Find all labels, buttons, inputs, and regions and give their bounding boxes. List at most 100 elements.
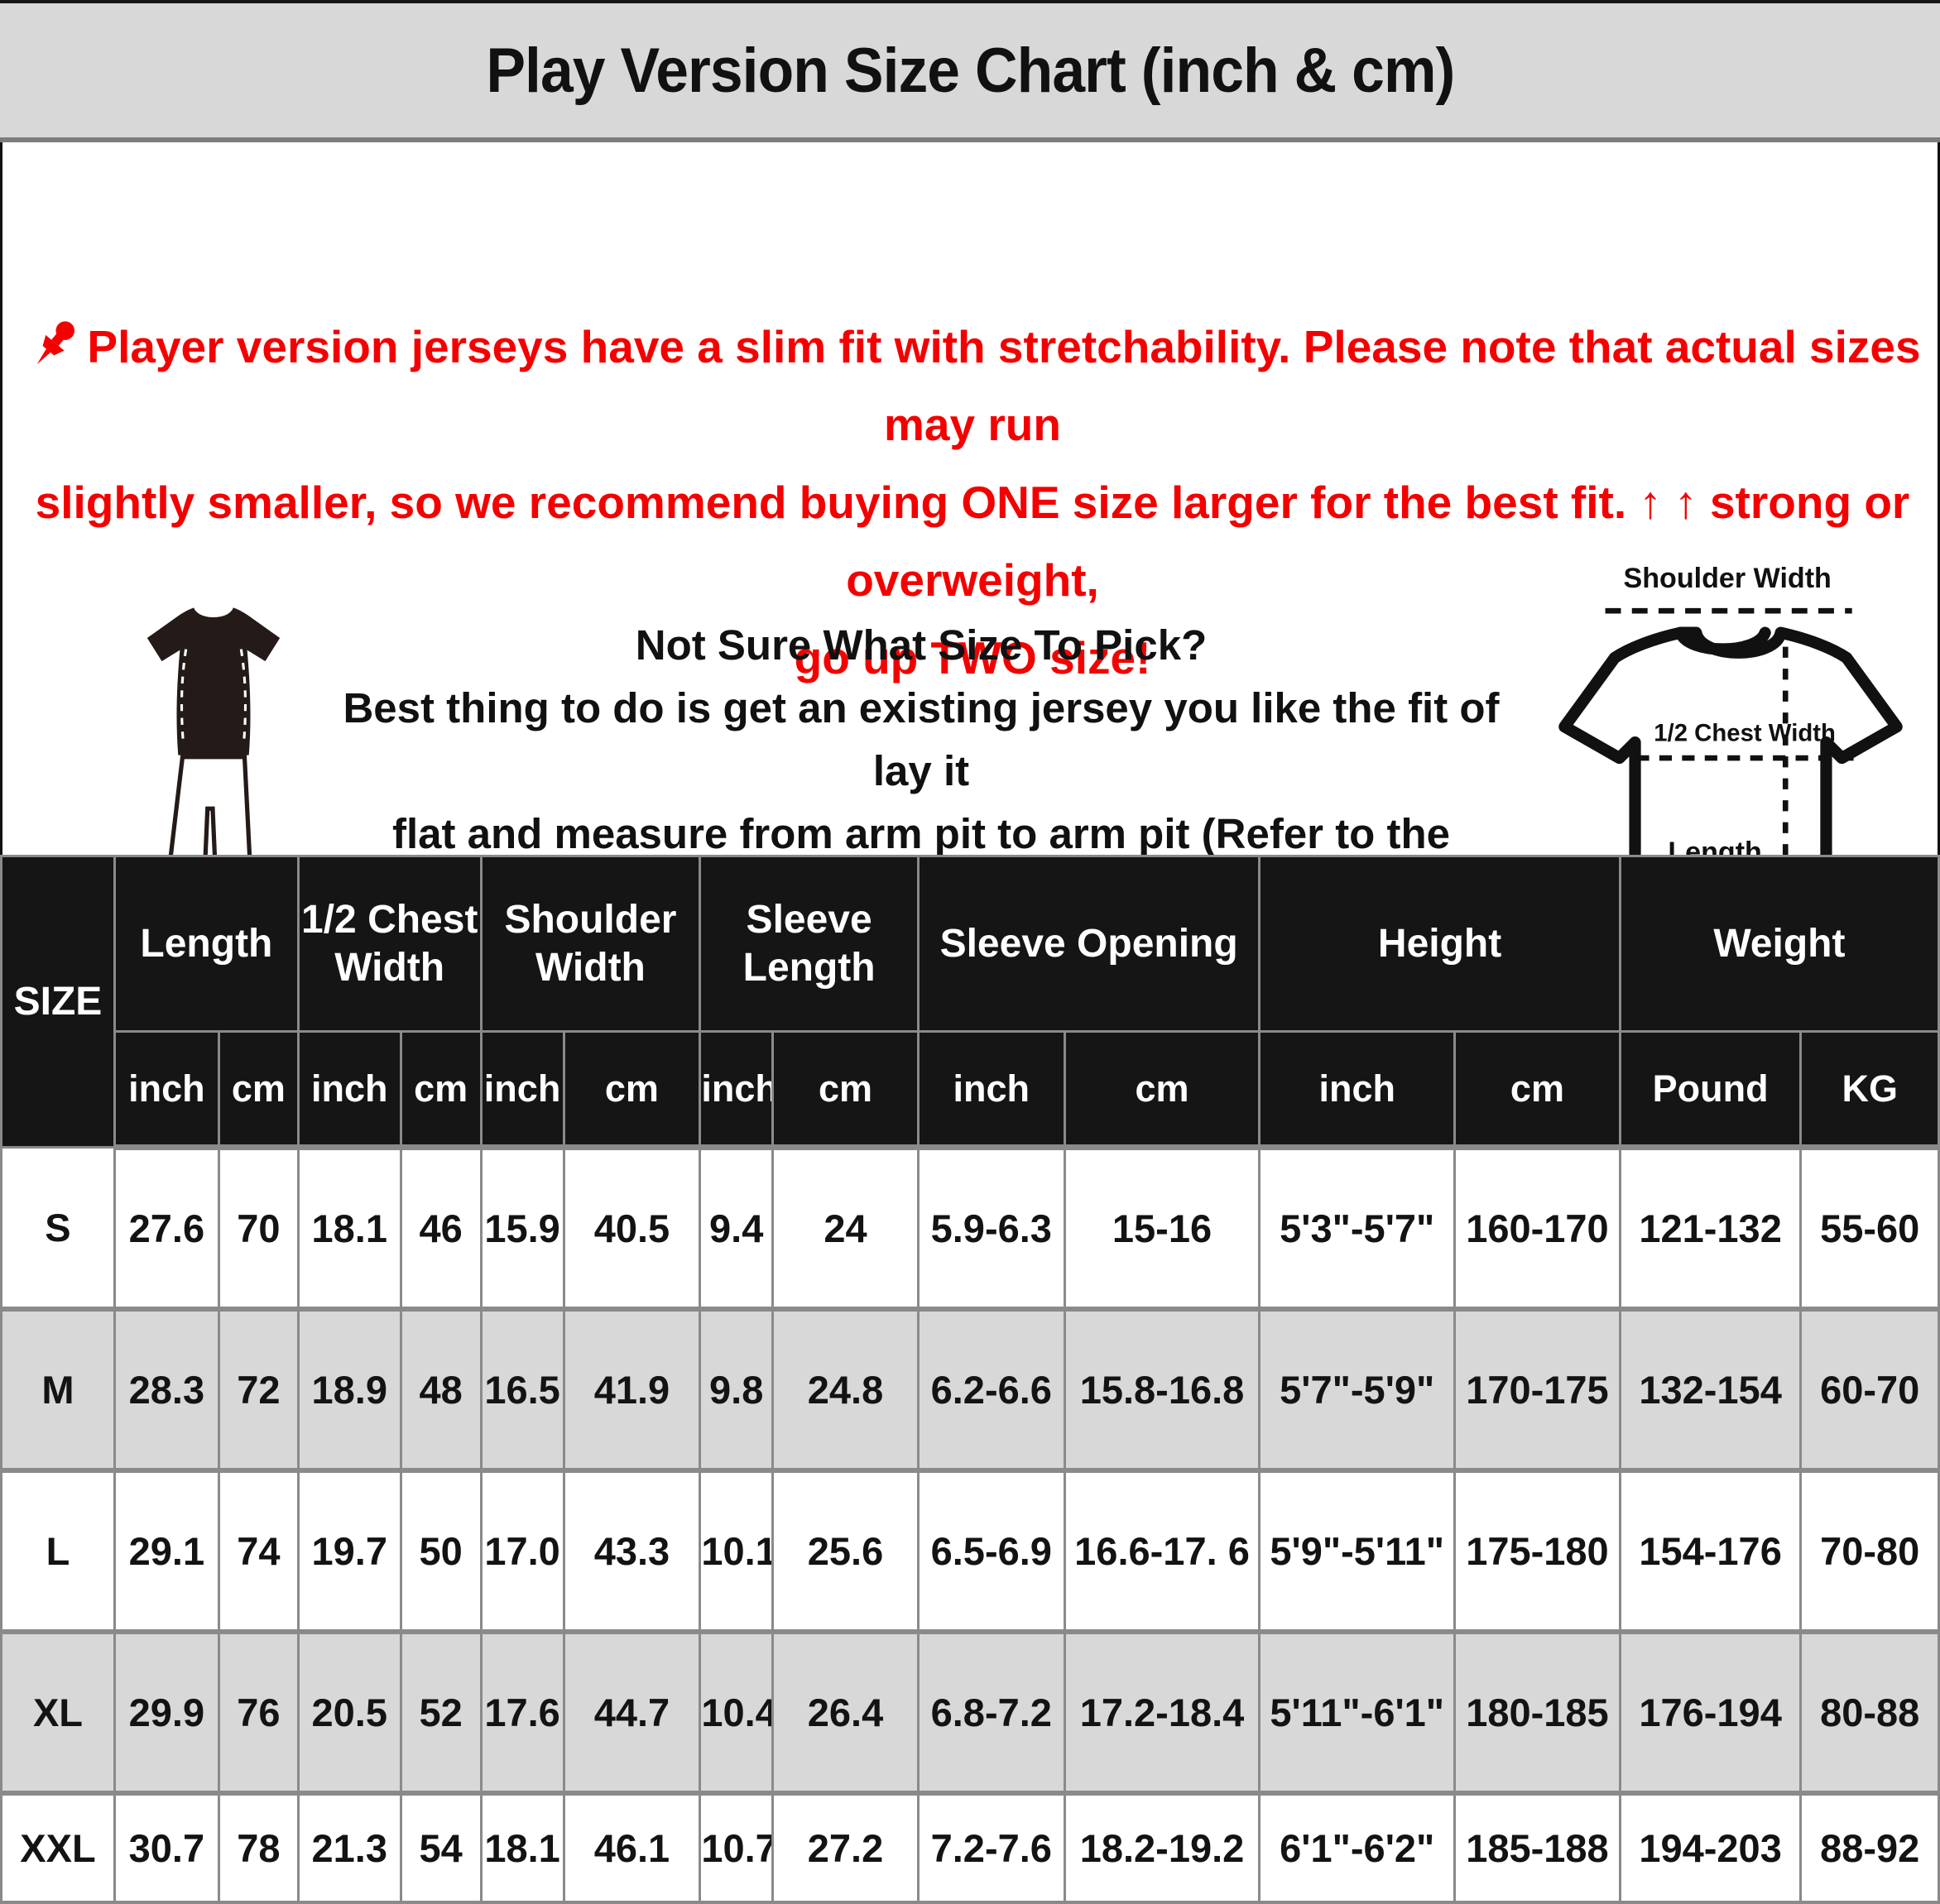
unit-header: Pound xyxy=(1618,1030,1803,1150)
value-cell: 27.6 xyxy=(113,1146,220,1312)
shoulder-width-label: Shoulder Width xyxy=(1624,563,1832,594)
unit-header: inch xyxy=(113,1030,220,1150)
value-cell: 17.0 xyxy=(479,1469,565,1634)
table-row-xl: XL 29.9 76 20.5 52 17.6 44.7 10.4 26.4 6… xyxy=(0,1630,1940,1796)
value-cell: 50 xyxy=(399,1469,483,1634)
size-cell: M xyxy=(0,1307,116,1473)
table-row-xxl: XXL 30.7 78 21.3 54 18.1 46.1 10.7 27.2 … xyxy=(0,1791,1940,1904)
value-cell: 10.1 xyxy=(699,1469,775,1634)
value-cell: 41.9 xyxy=(562,1307,702,1473)
page-title: Play Version Size Chart (inch & cm) xyxy=(485,35,1455,106)
size-column-header: SIZE xyxy=(0,855,116,1149)
value-cell: 6.2-6.6 xyxy=(916,1307,1066,1473)
group-shoulder-width: Shoulder Width xyxy=(479,855,702,1033)
value-cell: 88-92 xyxy=(1799,1791,1940,1904)
unit-header: cm xyxy=(1063,1030,1261,1150)
table-unit-header-row: inch cm inch cm inch cm inch cm inch cm … xyxy=(2,1030,1940,1150)
value-cell: 76 xyxy=(217,1630,300,1796)
value-cell: 21.3 xyxy=(296,1791,402,1904)
value-cell: 70 xyxy=(217,1146,300,1312)
value-cell: 80-88 xyxy=(1799,1630,1940,1796)
value-cell: 15.8-16.8 xyxy=(1063,1307,1261,1473)
unit-header: inch xyxy=(1258,1030,1457,1150)
value-cell: 29.9 xyxy=(113,1630,220,1796)
value-cell: 185-188 xyxy=(1453,1791,1621,1904)
value-cell: 16.5 xyxy=(479,1307,565,1473)
unit-header: KG xyxy=(1799,1030,1940,1150)
value-cell: 30.7 xyxy=(113,1791,220,1904)
title-band: Play Version Size Chart (inch & cm) xyxy=(0,0,1940,142)
value-cell: 18.9 xyxy=(296,1307,402,1473)
value-cell: 5'3"-5'7" xyxy=(1258,1146,1457,1312)
group-height: Height xyxy=(1258,855,1621,1033)
value-cell: 9.4 xyxy=(699,1146,775,1312)
table-group-header-row: SIZE Length 1/2 Chest Width Shoulder Wid… xyxy=(0,855,1940,1149)
value-cell: 15-16 xyxy=(1063,1146,1261,1312)
value-cell: 18.1 xyxy=(296,1146,402,1312)
value-cell: 5'11"-6'1" xyxy=(1258,1630,1457,1796)
value-cell: 18.2-19.2 xyxy=(1063,1791,1261,1904)
group-length: Length xyxy=(113,855,300,1033)
size-cell: S xyxy=(0,1146,116,1312)
value-cell: 10.4 xyxy=(699,1630,775,1796)
value-cell: 48 xyxy=(399,1307,483,1473)
unit-header: inch xyxy=(699,1030,775,1150)
group-sleeve-length: Sleeve Length xyxy=(699,855,920,1033)
unit-header: cm xyxy=(399,1030,483,1150)
value-cell: 29.1 xyxy=(113,1469,220,1634)
value-cell: 46 xyxy=(399,1146,483,1312)
size-cell: L xyxy=(0,1469,116,1634)
value-cell: 170-175 xyxy=(1453,1307,1621,1473)
unit-header: cm xyxy=(562,1030,702,1150)
value-cell: 46.1 xyxy=(562,1791,702,1904)
unit-header: inch xyxy=(916,1030,1066,1150)
size-cell: XL xyxy=(0,1630,116,1796)
value-cell: 9.8 xyxy=(699,1307,775,1473)
value-cell: 5'7"-5'9" xyxy=(1258,1307,1457,1473)
value-cell: 60-70 xyxy=(1799,1307,1940,1473)
value-cell: 175-180 xyxy=(1453,1469,1621,1634)
value-cell: 44.7 xyxy=(562,1630,702,1796)
value-cell: 70-80 xyxy=(1799,1469,1940,1634)
value-cell: 154-176 xyxy=(1618,1469,1803,1634)
value-cell: 160-170 xyxy=(1453,1146,1621,1312)
unit-header: cm xyxy=(771,1030,920,1150)
value-cell: 6.8-7.2 xyxy=(916,1630,1066,1796)
unit-header: cm xyxy=(217,1030,300,1150)
value-cell: 5'9"-5'11" xyxy=(1258,1469,1457,1634)
value-cell: 10.7 xyxy=(699,1791,775,1904)
value-cell: 20.5 xyxy=(296,1630,402,1796)
value-cell: 40.5 xyxy=(562,1146,702,1312)
unit-header: cm xyxy=(1453,1030,1621,1150)
value-cell: 54 xyxy=(399,1791,483,1904)
value-cell: 18.1 xyxy=(479,1791,565,1904)
table-row-s: S 27.6 70 18.1 46 15.9 40.5 9.4 24 5.9-6… xyxy=(0,1146,1940,1312)
value-cell: 27.2 xyxy=(771,1791,920,1904)
value-cell: 132-154 xyxy=(1618,1307,1803,1473)
value-cell: 17.2-18.4 xyxy=(1063,1630,1261,1796)
value-cell: 26.4 xyxy=(771,1630,920,1796)
value-cell: 6'1"-6'2" xyxy=(1258,1791,1457,1904)
value-cell: 176-194 xyxy=(1618,1630,1803,1796)
value-cell: 43.3 xyxy=(562,1469,702,1634)
guide-heading: Not Sure What Size To Pick? xyxy=(635,621,1208,669)
fit-notice: Player version jerseys have a slim fit w… xyxy=(2,308,1940,697)
value-cell: 5.9-6.3 xyxy=(916,1146,1066,1312)
guide-line-1: Best thing to do is get an existing jers… xyxy=(343,684,1500,794)
value-cell: 78 xyxy=(217,1791,300,1904)
value-cell: 16.6-17. 6 xyxy=(1063,1469,1261,1634)
table-row-l: L 29.1 74 19.7 50 17.0 43.3 10.1 25.6 6.… xyxy=(0,1469,1940,1634)
value-cell: 28.3 xyxy=(113,1307,220,1473)
notice-line-3: go up TWO size! xyxy=(794,632,1151,683)
half-chest-width-label: 1/2 Chest Width xyxy=(1654,719,1836,746)
value-cell: 24 xyxy=(771,1146,920,1312)
unit-header: inch xyxy=(296,1030,402,1150)
value-cell: 194-203 xyxy=(1618,1791,1803,1904)
slim-fit-figure xyxy=(146,596,281,870)
group-sleeve-opening: Sleeve Opening xyxy=(916,855,1261,1033)
size-table: SIZE Length 1/2 Chest Width Shoulder Wid… xyxy=(0,855,1940,1904)
value-cell: 55-60 xyxy=(1799,1146,1940,1312)
group-weight: Weight xyxy=(1618,855,1940,1033)
unit-header: inch xyxy=(479,1030,565,1150)
value-cell: 180-185 xyxy=(1453,1630,1621,1796)
